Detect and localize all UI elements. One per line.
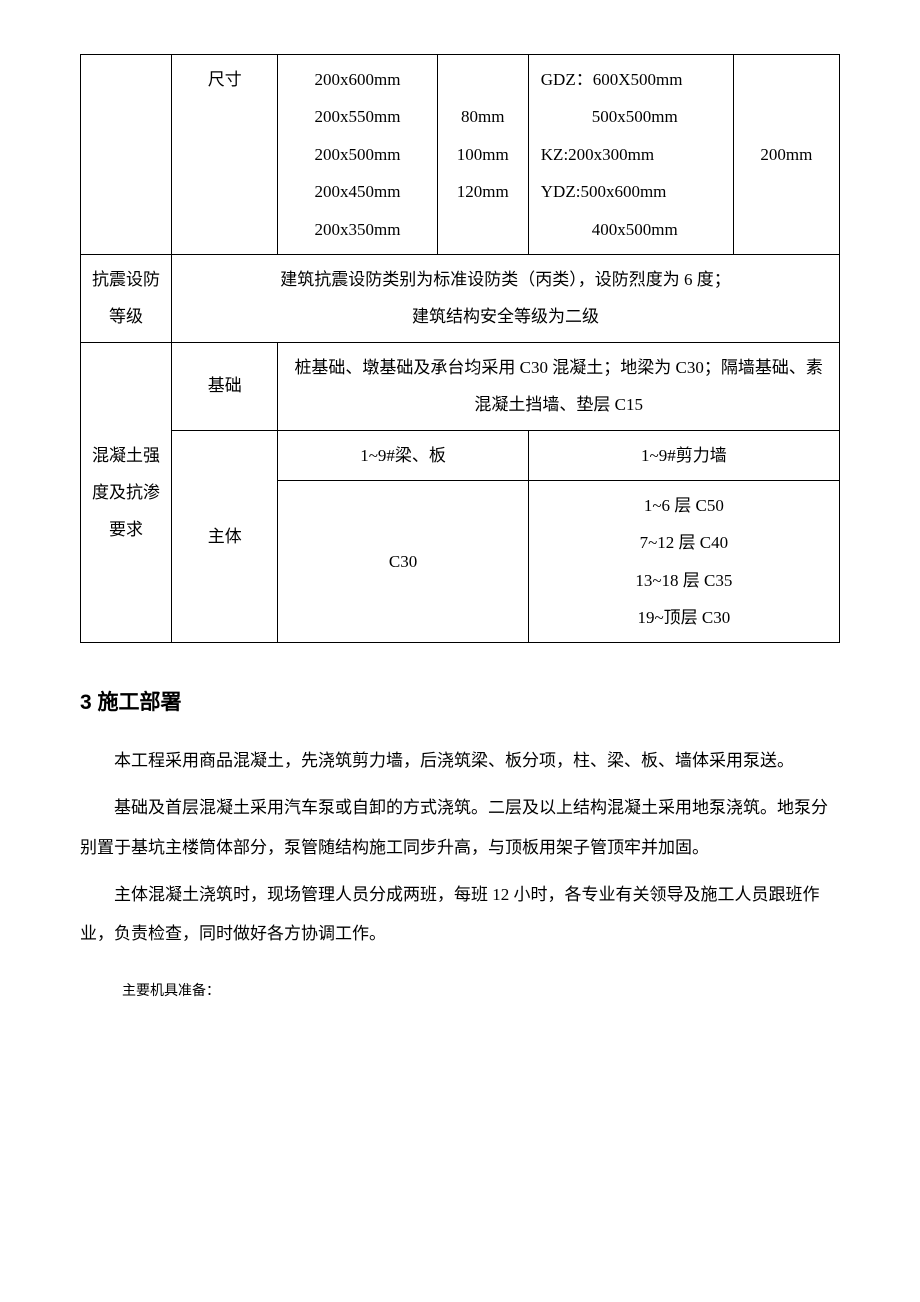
cell-concrete-h-left: 1~9#梁、板: [278, 430, 528, 480]
cell-concrete-sub2-label: 主体: [172, 430, 278, 643]
cell-concrete-sub1-text: 桩基础、墩基础及承台均采用 C30 混凝土；地梁为 C30；隔墙基础、素混凝土挡…: [278, 342, 840, 430]
shear-line: 7~12 层 C40: [537, 524, 831, 561]
cell-dim-col4: 80mm 100mm 120mm: [437, 55, 528, 255]
shear-line: 1~6 层 C50: [537, 487, 831, 524]
table-row-concrete-1: 混凝土强度及抗渗要求 基础 桩基础、墩基础及承台均采用 C30 混凝土；地梁为 …: [81, 342, 840, 430]
dim-line: KZ:200x300mm: [541, 136, 725, 173]
shear-line: 13~18 层 C35: [537, 562, 831, 599]
cell-dim-col5: GDZ：600X500mm 500x500mm KZ:200x300mm YDZ…: [528, 55, 733, 255]
dim-line: 200x350mm: [286, 211, 428, 248]
cell-concrete-sub1-label: 基础: [172, 342, 278, 430]
sub-heading: 主要机具准备：: [80, 979, 840, 1006]
table-row-concrete-2: 主体 1~9#梁、板 1~9#剪力墙: [81, 430, 840, 480]
dim-line: 500x500mm: [541, 98, 725, 135]
cell-seismic-text: 建筑抗震设防类别为标准设防类（丙类），设防烈度为 6 度； 建筑结构安全等级为二…: [172, 254, 840, 342]
shear-line: 19~顶层 C30: [537, 599, 831, 636]
dim-line: 200x500mm: [286, 136, 428, 173]
cell-concrete-h-right: 1~9#剪力墙: [528, 430, 839, 480]
dim-line: 100mm: [446, 136, 520, 173]
table-row-dimensions: 尺寸 200x600mm 200x550mm 200x500mm 200x450…: [81, 55, 840, 255]
cell-empty: [81, 55, 172, 255]
seismic-line1: 建筑抗震设防类别为标准设防类（丙类），设防烈度为 6 度；: [180, 261, 831, 298]
dim-line: GDZ：600X500mm: [541, 61, 725, 98]
dim-line: 400x500mm: [541, 211, 725, 248]
cell-seismic-label: 抗震设防等级: [81, 254, 172, 342]
dim-line: 200x450mm: [286, 173, 428, 210]
dim-line: YDZ:500x600mm: [541, 173, 725, 210]
body-paragraph: 主体混凝土浇筑时，现场管理人员分成两班，每班 12 小时，各专业有关领导及施工人…: [80, 875, 840, 953]
dim-line: 120mm: [446, 173, 520, 210]
seismic-line2: 建筑结构安全等级为二级: [180, 298, 831, 335]
cell-concrete-val-left: C30: [278, 480, 528, 643]
dim-line: 80mm: [446, 98, 520, 135]
body-paragraph: 本工程采用商品混凝土，先浇筑剪力墙，后浇筑梁、板分项，柱、梁、板、墙体采用泵送。: [80, 741, 840, 780]
cell-concrete-rowlabel: 混凝土强度及抗渗要求: [81, 342, 172, 643]
cell-dim-col3: 200x600mm 200x550mm 200x500mm 200x450mm …: [278, 55, 437, 255]
cell-dim-label: 尺寸: [172, 55, 278, 255]
section-heading: 3 施工部署: [80, 683, 840, 723]
table-row-seismic: 抗震设防等级 建筑抗震设防类别为标准设防类（丙类），设防烈度为 6 度； 建筑结…: [81, 254, 840, 342]
body-paragraph: 基础及首层混凝土采用汽车泵或自卸的方式浇筑。二层及以上结构混凝土采用地泵浇筑。地…: [80, 788, 840, 866]
dim-line: 200x600mm: [286, 61, 428, 98]
spec-table: 尺寸 200x600mm 200x550mm 200x500mm 200x450…: [80, 54, 840, 643]
cell-dim-col6: 200mm: [733, 55, 839, 255]
dim-line: 200x550mm: [286, 98, 428, 135]
cell-concrete-val-right: 1~6 层 C50 7~12 层 C40 13~18 层 C35 19~顶层 C…: [528, 480, 839, 643]
